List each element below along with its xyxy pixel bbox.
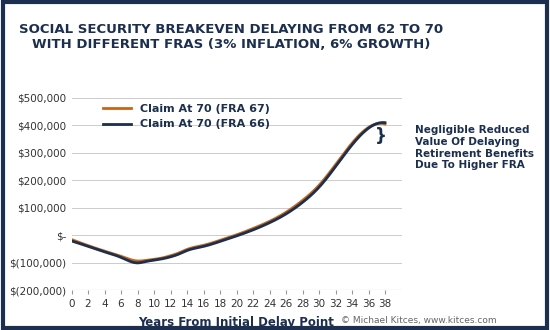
Claim At 70 (FRA 67) — [171, 252, 178, 256]
Text: Negligible Reduced
Value Of Delaying
Retirement Benefits
Due To Higher FRA: Negligible Reduced Value Of Delaying Ret… — [415, 125, 534, 170]
Claim At 70 (FRA 67) — [297, 200, 304, 204]
Text: © Michael Kitces, www.kitces.com: © Michael Kitces, www.kitces.com — [341, 316, 497, 325]
Legend: Claim At 70 (FRA 67), Claim At 70 (FRA 66): Claim At 70 (FRA 67), Claim At 70 (FRA 6… — [103, 104, 270, 129]
Claim At 70 (FRA 66) — [134, 261, 141, 265]
Claim At 70 (FRA 66) — [68, 239, 75, 243]
Claim At 70 (FRA 66) — [382, 121, 388, 125]
Claim At 70 (FRA 66) — [295, 203, 302, 207]
Claim At 70 (FRA 66) — [266, 221, 273, 225]
X-axis label: Years From Initial Delay Point: Years From Initial Delay Point — [139, 316, 334, 329]
Claim At 70 (FRA 66) — [297, 202, 304, 206]
Text: }: } — [375, 127, 387, 146]
Claim At 70 (FRA 67) — [106, 250, 113, 254]
Text: SOCIAL SECURITY BREAKEVEN DELAYING FROM 62 TO 70
WITH DIFFERENT FRAS (3% INFLATI: SOCIAL SECURITY BREAKEVEN DELAYING FROM … — [19, 23, 443, 51]
Claim At 70 (FRA 67) — [136, 259, 142, 263]
Claim At 70 (FRA 67) — [377, 121, 383, 125]
Y-axis label: Cumulative Economic Value: Cumulative Economic Value — [0, 100, 3, 282]
Line: Claim At 70 (FRA 66): Claim At 70 (FRA 66) — [72, 122, 385, 263]
Claim At 70 (FRA 67) — [193, 245, 200, 249]
Claim At 70 (FRA 66) — [171, 254, 178, 258]
Line: Claim At 70 (FRA 67): Claim At 70 (FRA 67) — [72, 123, 385, 261]
Claim At 70 (FRA 66) — [379, 120, 386, 124]
Claim At 70 (FRA 66) — [106, 251, 113, 255]
Claim At 70 (FRA 67) — [266, 219, 273, 223]
Claim At 70 (FRA 67) — [382, 122, 388, 126]
Claim At 70 (FRA 66) — [193, 246, 200, 250]
Claim At 70 (FRA 67) — [68, 238, 75, 242]
Claim At 70 (FRA 67) — [295, 202, 302, 206]
